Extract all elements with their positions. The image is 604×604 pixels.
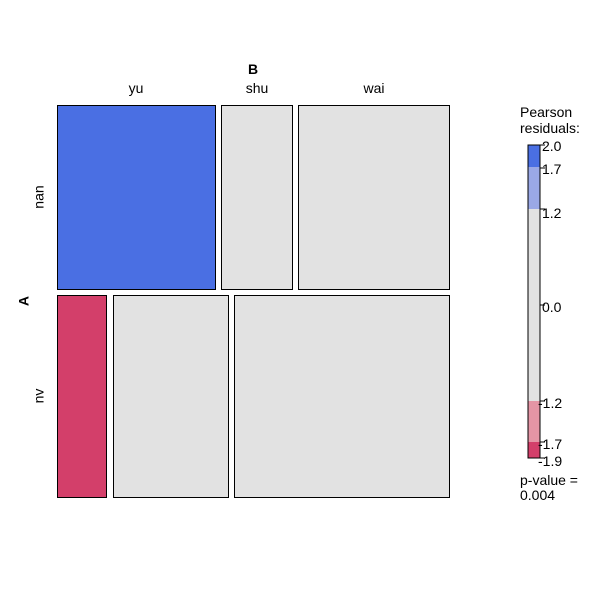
col-variable-title: B <box>248 61 258 77</box>
legend-tick-label: -1.7 <box>538 436 562 452</box>
row-label-nan: nan <box>31 185 47 208</box>
tile-nv-shu <box>113 295 229 498</box>
legend-tick-label: 0.0 <box>542 299 562 315</box>
legend-band-neutral <box>528 209 540 401</box>
legend-band-pos-mid <box>528 167 540 209</box>
legend-title-line1: Pearson <box>520 104 572 120</box>
legend-colorbar-border <box>527 144 541 459</box>
row-label-nv: nv <box>31 389 47 404</box>
pvalue-line1: p-value = <box>520 472 578 488</box>
legend-band-neg-mid <box>528 401 540 442</box>
legend-ticks <box>540 144 545 459</box>
legend-title-line2: residuals: <box>520 120 580 136</box>
tile-nan-wai <box>298 105 450 290</box>
legend-colorbar <box>527 144 541 459</box>
tile-nan-yu <box>57 105 216 290</box>
tile-nv-wai <box>234 295 450 498</box>
pvalue-line2: 0.004 <box>520 487 555 503</box>
tile-nan-shu <box>221 105 293 290</box>
legend-band-neg-strong <box>528 442 540 458</box>
legend-tick-label: 1.7 <box>542 161 562 177</box>
legend-tick-label: -1.2 <box>538 395 562 411</box>
col-label-shu: shu <box>246 80 269 96</box>
col-label-yu: yu <box>129 80 144 96</box>
legend-band-pos-strong <box>528 145 540 167</box>
legend-tick-label: 2.0 <box>542 138 562 154</box>
tile-nv-yu <box>57 295 107 498</box>
legend-tick-label: -1.9 <box>538 453 562 469</box>
row-variable-title: A <box>16 296 32 306</box>
legend-tick-label: 1.2 <box>542 205 562 221</box>
col-label-wai: wai <box>362 80 384 96</box>
